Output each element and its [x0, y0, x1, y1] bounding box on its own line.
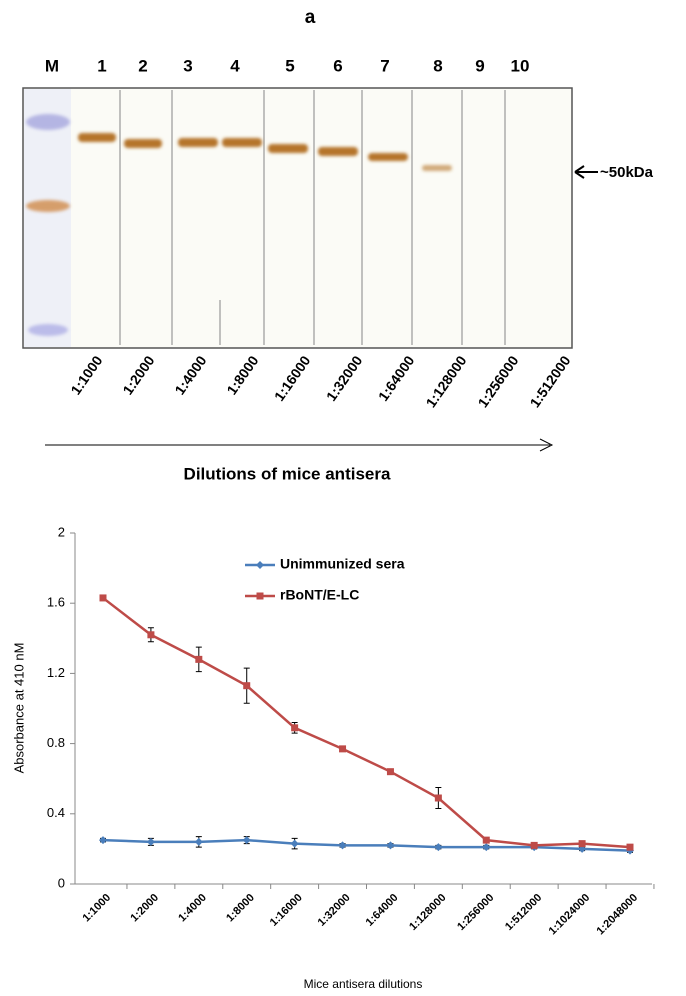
legend-marker — [256, 592, 264, 600]
legend-label: rBoNT/E-LC — [280, 587, 359, 603]
dilution-axis-label: Dilutions of mice antisera — [184, 464, 391, 483]
series-line — [102, 596, 631, 849]
dilution-label: 1:8000 — [223, 352, 261, 397]
x-tick-label: 1:8000 — [224, 892, 257, 925]
dilution-label: 1:32000 — [323, 353, 366, 404]
point — [99, 594, 107, 602]
x-tick-label: 1:2000 — [128, 892, 161, 925]
x-tick-label: 1:4000 — [176, 892, 209, 925]
lane-label: 6 — [333, 56, 342, 75]
point — [578, 840, 586, 848]
dilution-label: 1:256000 — [474, 352, 521, 410]
point — [434, 843, 443, 852]
point — [290, 839, 299, 848]
point — [243, 682, 251, 690]
lane-label: M — [45, 56, 59, 75]
panel-label: a — [305, 7, 316, 28]
point — [530, 841, 538, 849]
x-axis-label: Mice antisera dilutions — [304, 977, 423, 991]
point — [146, 837, 155, 846]
point — [434, 794, 442, 802]
dilution-label: 1:512000 — [526, 352, 573, 410]
x-tick-label: 1:128000 — [407, 892, 448, 933]
x-tick-label: 1:2048000 — [594, 892, 640, 938]
y-tick-label: 0.4 — [47, 805, 65, 820]
x-tick-label: 1:16000 — [268, 892, 305, 929]
dilution-arrow-head — [539, 438, 554, 452]
point — [195, 655, 203, 663]
y-axis-label: Absorbance at 410 nM — [11, 643, 26, 774]
lane-label: 9 — [475, 56, 484, 75]
point — [194, 837, 203, 846]
x-tick-label: 1:1024000 — [547, 892, 593, 938]
x-tick-label: 1:1000 — [80, 892, 113, 925]
y-tick-label: 0 — [58, 875, 65, 890]
point — [386, 841, 395, 850]
point — [626, 843, 634, 851]
dilution-label: 1:128000 — [422, 352, 469, 410]
dilution-label: 1:2000 — [119, 352, 157, 397]
point — [147, 631, 155, 639]
dilution-label: 1:1000 — [67, 352, 105, 397]
x-tick-label: 1:64000 — [364, 892, 401, 929]
marker-label: ~50kDa — [600, 164, 654, 181]
x-tick-label: 1:256000 — [455, 892, 496, 933]
dilution-label: 1:16000 — [271, 353, 314, 404]
lane-label: 8 — [433, 56, 442, 75]
point — [242, 836, 251, 845]
y-tick-label: 2 — [58, 524, 65, 539]
blot — [22, 87, 598, 349]
y-tick-label: 0.8 — [47, 735, 65, 750]
point — [482, 836, 490, 844]
point — [99, 836, 107, 845]
lane-label: 4 — [230, 56, 240, 75]
point — [291, 724, 299, 732]
dilution-label: 1:4000 — [171, 352, 209, 397]
point — [386, 768, 394, 776]
lane-label: 5 — [285, 56, 294, 75]
x-tick-label: 1:32000 — [316, 892, 353, 929]
x-tick-label: 1:512000 — [503, 892, 544, 933]
legend-label: Unimmunized sera — [280, 556, 405, 572]
point — [339, 745, 347, 753]
legend-marker — [256, 561, 264, 569]
dilution-label: 1:64000 — [375, 353, 418, 404]
lane-label: 7 — [380, 56, 389, 75]
lane-label: 2 — [138, 56, 147, 75]
y-tick-label: 1.6 — [47, 595, 65, 610]
point — [482, 843, 491, 852]
lane-label: 3 — [183, 56, 192, 75]
lane-label: 10 — [511, 56, 530, 75]
lane-label: 1 — [97, 56, 106, 75]
point — [338, 841, 347, 850]
series-line — [102, 838, 631, 852]
y-tick-label: 1.2 — [47, 665, 65, 680]
